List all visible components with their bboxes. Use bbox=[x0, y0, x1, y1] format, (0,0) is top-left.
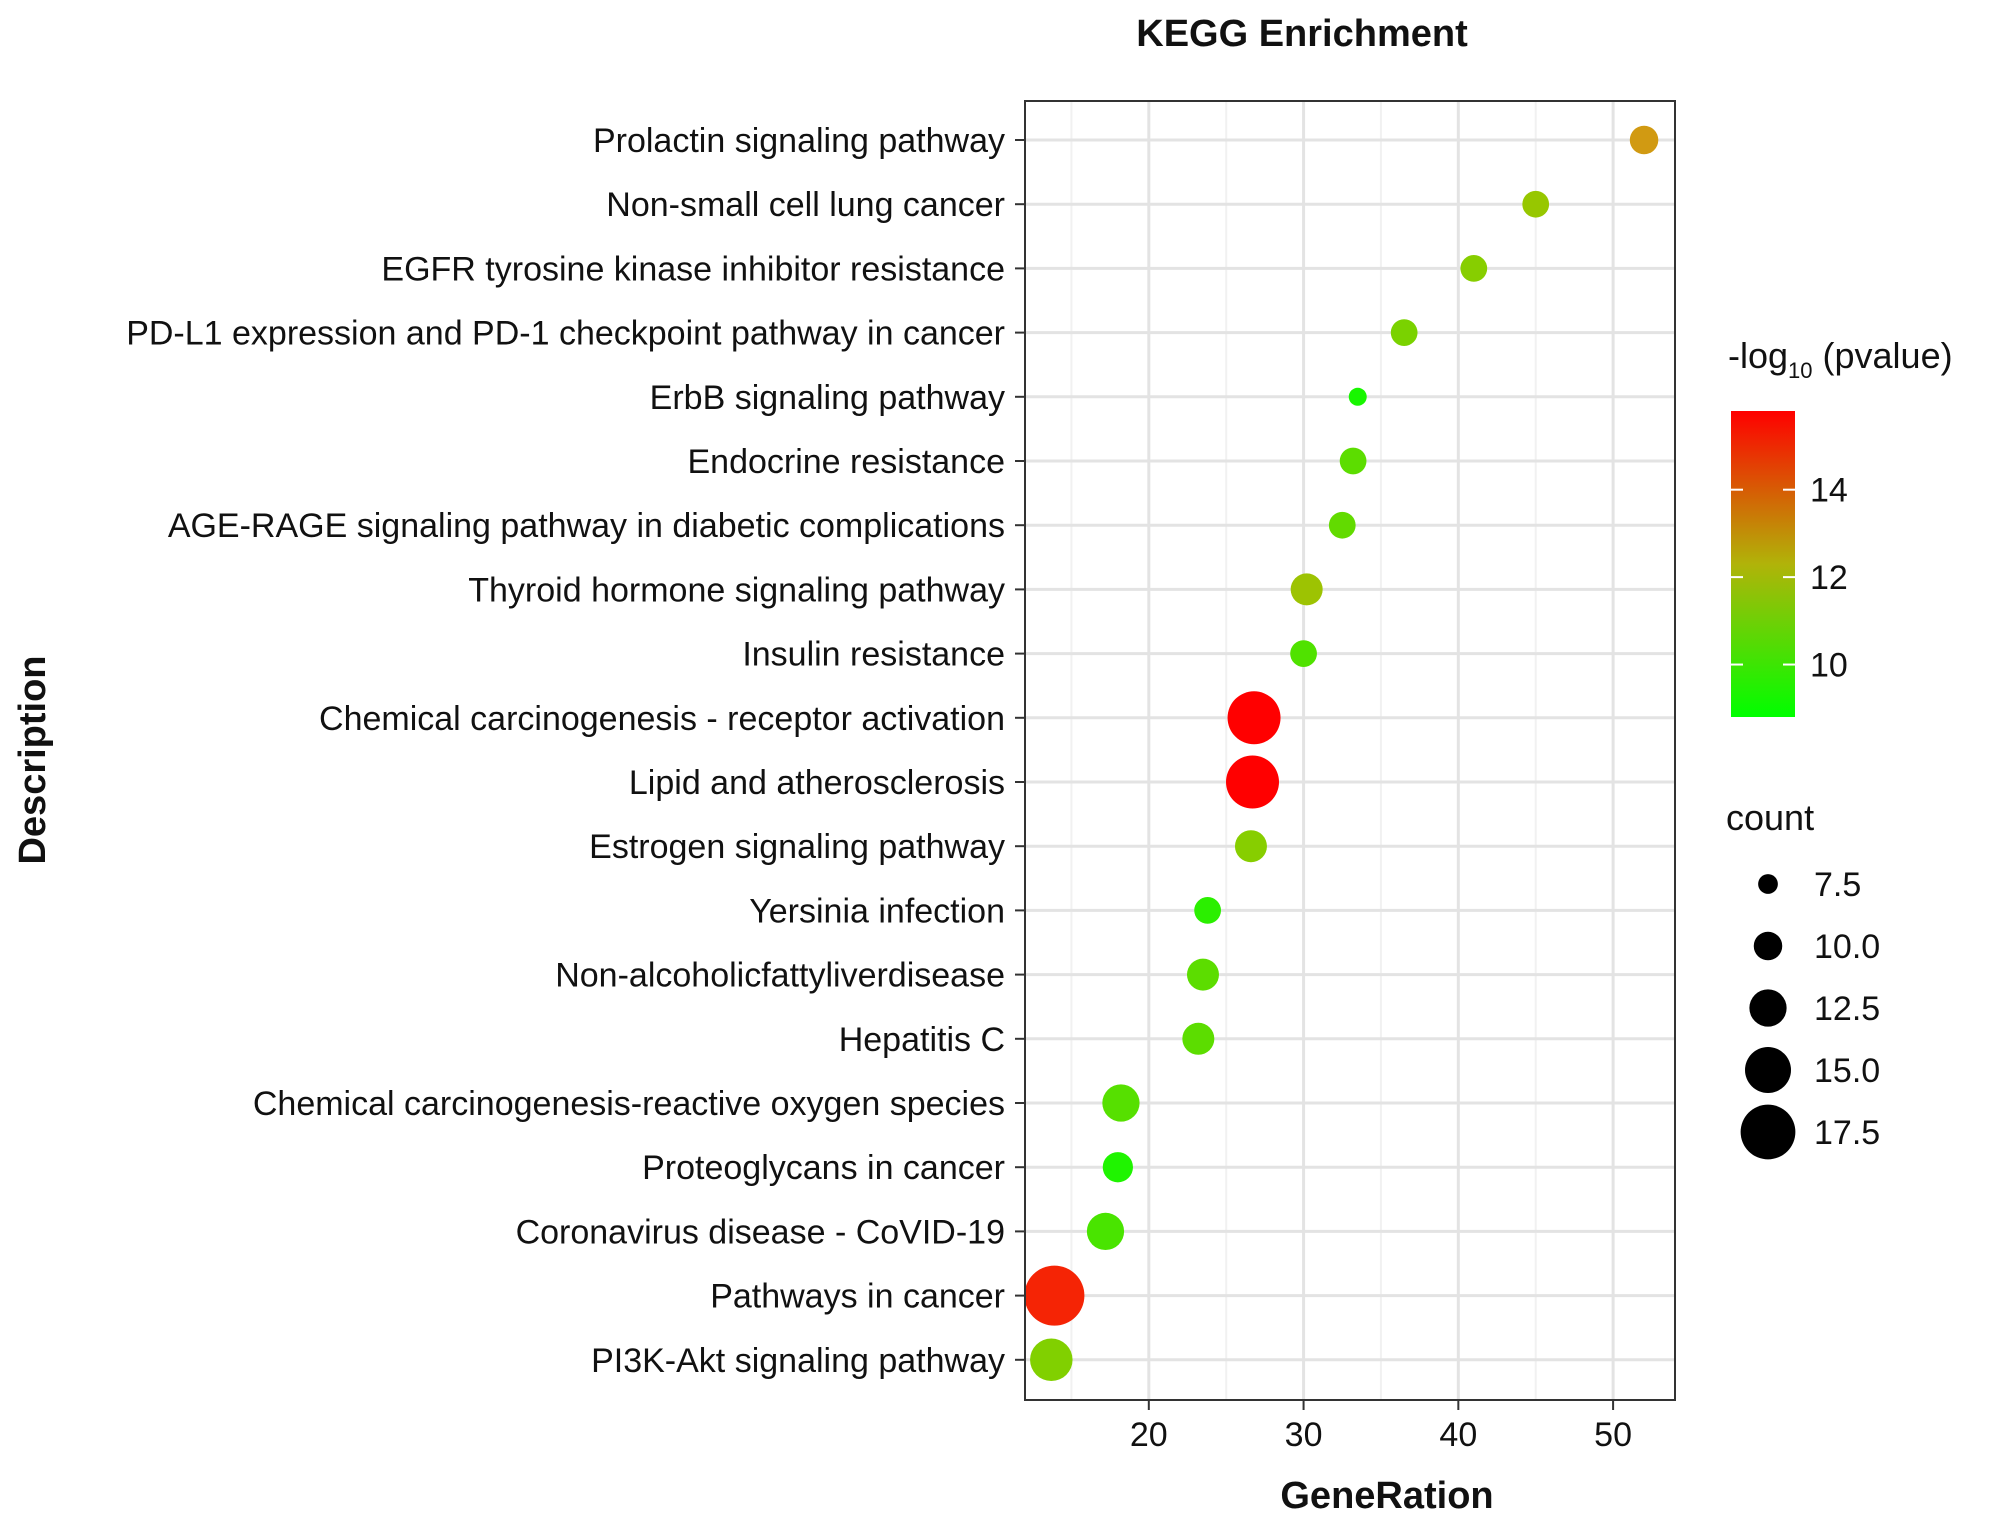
data-point bbox=[1522, 190, 1550, 218]
data-point bbox=[1234, 830, 1267, 863]
data-point bbox=[1227, 691, 1281, 745]
category-label: ErbB signaling pathway bbox=[650, 379, 1005, 417]
category-label: Yersinia infection bbox=[749, 892, 1005, 930]
y-axis-title: Description bbox=[12, 655, 54, 864]
data-point bbox=[1348, 387, 1367, 406]
category-label: Hepatitis C bbox=[839, 1021, 1005, 1059]
category-label: Lipid and atherosclerosis bbox=[629, 764, 1005, 802]
category-label: Estrogen signaling pathway bbox=[589, 828, 1005, 866]
size-legend-label: 10.0 bbox=[1814, 928, 1880, 966]
category-label: Proteoglycans in cancer bbox=[642, 1149, 1005, 1187]
category-label: Chemical carcinogenesis - receptor activ… bbox=[319, 700, 1005, 738]
color-legend-tick-label: 12 bbox=[1810, 559, 1848, 597]
size-legend-dot bbox=[1749, 989, 1787, 1027]
data-point bbox=[1024, 1265, 1085, 1326]
size-legend-dot bbox=[1753, 931, 1783, 961]
color-legend-title-prefix: -log bbox=[1728, 335, 1788, 376]
data-point bbox=[1328, 511, 1356, 539]
color-legend-ticks: 10 12 14 bbox=[1731, 472, 1848, 685]
category-label: AGE-RAGE signaling pathway in diabetic c… bbox=[168, 507, 1005, 545]
category-label: Pathways in cancer bbox=[710, 1278, 1005, 1316]
x-tick-label: 30 bbox=[1285, 1416, 1323, 1454]
data-point bbox=[1226, 755, 1279, 809]
data-point bbox=[1102, 1152, 1133, 1183]
size-legend-title: count bbox=[1726, 797, 1814, 838]
color-legend-bar bbox=[1731, 411, 1795, 717]
color-legend-tick-label: 10 bbox=[1810, 647, 1848, 685]
data-point bbox=[1629, 125, 1659, 155]
color-legend-title: -log10 (pvalue) bbox=[1728, 335, 1953, 383]
axes-layer: Prolactin signaling pathway Non-small cel… bbox=[126, 122, 1632, 1454]
grid-layer bbox=[1025, 101, 1675, 1400]
data-point bbox=[1339, 447, 1367, 475]
chart-title: KEGG Enrichment bbox=[1136, 13, 1468, 55]
category-label: Prolactin signaling pathway bbox=[593, 122, 1005, 160]
points-layer bbox=[1024, 125, 1659, 1382]
x-tick-label: 20 bbox=[1130, 1416, 1168, 1454]
color-legend-title-suffix: (pvalue) bbox=[1813, 335, 1953, 376]
x-axis-title: GeneRation bbox=[1280, 1475, 1493, 1517]
data-point bbox=[1390, 319, 1418, 346]
color-legend-title-sub: 10 bbox=[1788, 358, 1812, 383]
size-legend-label: 7.5 bbox=[1814, 866, 1861, 904]
size-legend-dot bbox=[1758, 874, 1778, 894]
size-legend-items: 7.5 10.0 12.5 15.0 17.5 bbox=[1740, 866, 1880, 1160]
x-tick-label: 40 bbox=[1439, 1416, 1477, 1454]
plot-frame bbox=[1024, 100, 1676, 1401]
data-point bbox=[1030, 1338, 1073, 1382]
category-label: Non-small cell lung cancer bbox=[606, 186, 1005, 224]
color-legend-tick-label: 14 bbox=[1810, 472, 1848, 510]
data-point bbox=[1460, 255, 1488, 282]
data-point bbox=[1182, 1022, 1215, 1055]
data-point bbox=[1194, 897, 1221, 924]
category-label: Insulin resistance bbox=[742, 636, 1005, 674]
size-legend: count 7.5 10.0 12.5 15.0 17.5 bbox=[1726, 797, 1880, 1160]
category-label: Endocrine resistance bbox=[687, 443, 1005, 481]
category-label: EGFR tyrosine kinase inhibitor resistanc… bbox=[381, 250, 1005, 288]
category-label: PI3K-Akt signaling pathway bbox=[591, 1342, 1005, 1380]
data-point bbox=[1290, 573, 1323, 606]
category-label: PD-L1 expression and PD-1 checkpoint pat… bbox=[126, 315, 1005, 353]
x-tick-label: 50 bbox=[1594, 1416, 1632, 1454]
size-legend-label: 12.5 bbox=[1814, 990, 1880, 1028]
data-point bbox=[1186, 958, 1219, 991]
category-label: Coronavirus disease - CoVID-19 bbox=[516, 1213, 1005, 1251]
size-legend-dot bbox=[1740, 1104, 1796, 1160]
size-legend-label: 17.5 bbox=[1814, 1114, 1880, 1152]
data-point bbox=[1086, 1212, 1125, 1251]
data-point bbox=[1102, 1084, 1140, 1122]
category-label: Non-alcoholicfattyliverdisease bbox=[555, 957, 1005, 995]
category-label: Chemical carcinogenesis-reactive oxygen … bbox=[253, 1085, 1005, 1123]
category-label: Thyroid hormone signaling pathway bbox=[468, 571, 1005, 609]
size-legend-dot bbox=[1745, 1047, 1791, 1093]
size-legend-label: 15.0 bbox=[1814, 1052, 1880, 1090]
data-point bbox=[1290, 640, 1317, 667]
